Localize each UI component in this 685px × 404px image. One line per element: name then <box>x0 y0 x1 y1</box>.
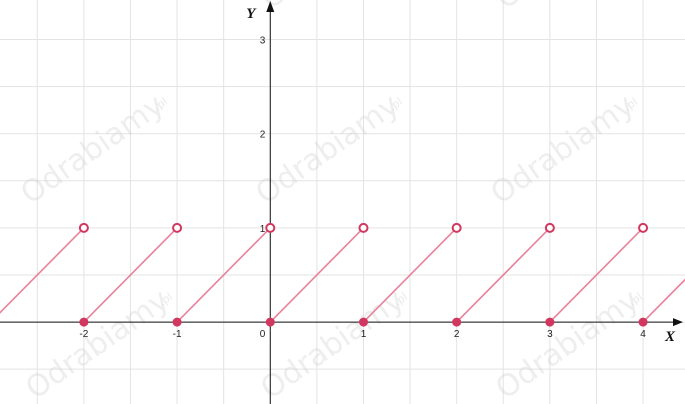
closed-point <box>358 317 368 327</box>
function-segment <box>83 227 178 323</box>
x-tick-label: -2 <box>79 329 88 340</box>
function-segment <box>176 227 271 323</box>
watermark: Odrabiamy.pl <box>490 283 646 404</box>
watermark-suffix: .pl <box>621 95 640 113</box>
watermark-text: Odrabiamy <box>255 283 411 404</box>
watermark: Odrabiamy.pl <box>15 88 171 212</box>
open-point <box>265 222 276 233</box>
x-axis-arrow <box>673 318 683 327</box>
function-segment <box>456 227 551 323</box>
open-point <box>172 222 183 233</box>
function-segment <box>642 278 685 323</box>
watermark-text: Odrabiamy <box>490 0 646 17</box>
watermark-text: Odrabiamy <box>20 283 176 404</box>
open-point <box>358 222 369 233</box>
watermark-suffix: .pl <box>386 95 405 113</box>
watermark: Odrabiamy.pl <box>255 283 411 404</box>
x-axis-title: X <box>664 329 676 345</box>
watermark-suffix: .pl <box>151 95 170 113</box>
function-segment <box>549 227 644 323</box>
x-tick-label: 3 <box>547 329 553 340</box>
watermark-suffix: .pl <box>391 290 410 308</box>
origin-label: 0 <box>260 329 266 340</box>
watermark: Odrabiamy.pl <box>490 0 646 17</box>
closed-point <box>172 317 182 327</box>
watermark: Odrabiamy.pl <box>255 0 411 17</box>
watermark-layer: Odrabiamy.pl Odrabiamy.pl Odrabiamy.plOdra… <box>15 0 646 404</box>
x-tick-label: 1 <box>361 329 367 340</box>
y-axis-arrow <box>266 1 275 12</box>
open-point <box>638 222 649 233</box>
open-point <box>544 222 555 233</box>
y-tick-label: 1 <box>260 224 266 235</box>
closed-point <box>452 317 462 327</box>
function-segment <box>362 227 458 323</box>
function-segments <box>0 227 685 323</box>
open-point <box>78 222 89 233</box>
watermark: Odrabiamy.pl <box>485 88 641 212</box>
y-axis-title: Y <box>246 6 257 22</box>
watermark: Odrabiamy.pl <box>250 88 406 212</box>
x-tick-label: 4 <box>640 329 646 340</box>
y-tick-label: 3 <box>260 36 266 47</box>
watermark: Odrabiamy.pl <box>20 283 176 404</box>
watermark-text: Odrabiamy <box>15 88 171 212</box>
x-tick-label: 2 <box>454 329 460 340</box>
tick-labels: -2 -1 1 2 3 4 1 2 3 0 <box>79 36 646 341</box>
endpoint-markers <box>78 222 649 327</box>
closed-point <box>638 317 648 327</box>
y-tick-label: 2 <box>260 130 266 141</box>
x-tick-label: -1 <box>173 329 182 340</box>
watermark-text: Odrabiamy <box>255 0 411 17</box>
watermark-text: Odrabiamy <box>485 88 641 212</box>
open-point <box>451 222 462 233</box>
watermark-suffix: .pl <box>156 290 175 308</box>
closed-point <box>79 317 89 327</box>
watermark-text: Odrabiamy <box>250 88 406 212</box>
closed-point <box>545 317 555 327</box>
watermark-suffix: .pl <box>626 290 645 308</box>
function-segment <box>0 227 85 314</box>
watermark-text: Odrabiamy <box>490 283 646 404</box>
function-segment <box>269 227 365 323</box>
closed-point <box>265 317 275 327</box>
